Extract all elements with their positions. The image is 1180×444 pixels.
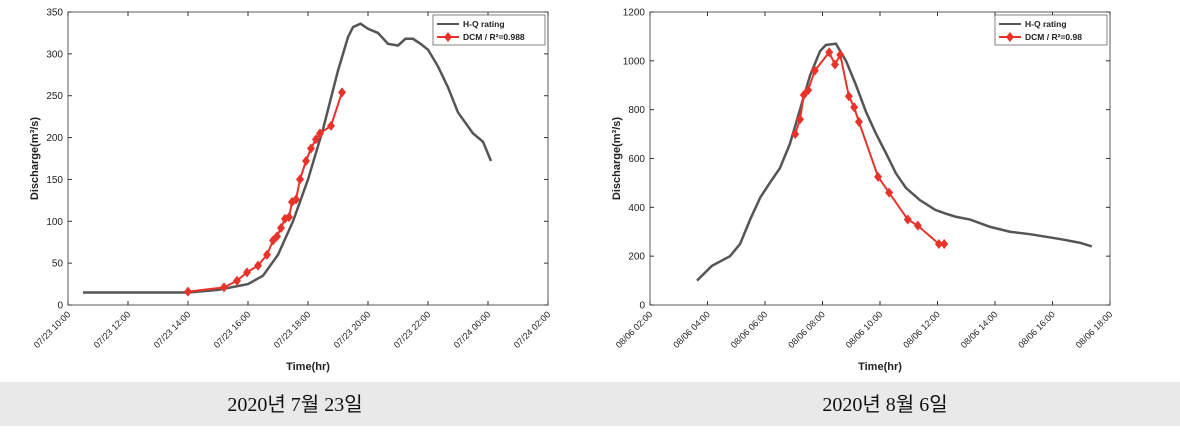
marker [338,87,346,98]
marker [810,65,819,76]
marker [913,220,922,231]
marker [296,174,304,185]
legend-marker [1006,32,1014,42]
marker [307,143,315,154]
x-axis-label: Time(hr) [858,361,902,373]
marker [254,260,262,271]
y-tick-label: 100 [46,217,63,228]
marker [220,282,228,293]
y-tick-label: 1200 [623,8,646,19]
y-tick-label: 200 [628,252,645,263]
y-tick-label: 1000 [623,56,646,67]
marker [302,156,310,167]
marker [836,49,845,60]
marker [804,85,813,96]
marker [934,238,943,249]
marker [844,91,853,102]
marker [285,212,293,223]
marker [277,222,285,233]
marker [292,194,300,205]
caption-band [0,382,1180,426]
y-tick-label: 200 [46,133,63,144]
caption: 2020년 7월 23일 [227,393,362,416]
y-tick-label: 0 [639,301,645,312]
marker [273,231,281,242]
y-tick-label: 400 [628,203,645,214]
x-axis-label: Time(hr) [286,361,330,373]
y-tick-label: 350 [46,8,63,19]
legend [994,14,1108,46]
marker [263,249,271,260]
y-tick-label: 50 [52,259,64,270]
y-tick-label: 300 [46,49,63,60]
y-tick-label: 600 [628,154,645,165]
y-tick-label: 150 [46,175,63,186]
marker [327,120,335,131]
marker [903,214,912,225]
marker [825,47,834,58]
y-axis-label: Discharge(m³/s) [611,117,623,200]
plot-area [649,11,1111,306]
marker [184,286,192,297]
legend-label: H-Q rating [463,19,505,29]
marker [233,275,241,286]
marker [885,187,894,198]
caption: 2020년 8월 6일 [822,393,947,416]
series-line [83,22,493,294]
marker [874,171,883,182]
marker [316,128,324,139]
y-tick-label: 250 [46,91,63,102]
marker [791,129,800,140]
marker [830,59,839,70]
y-axis-label: Discharge(m³/s) [29,117,41,200]
y-tick-label: 0 [57,301,63,312]
marker [940,238,949,249]
y-tick-label: 800 [628,105,645,116]
legend [432,14,546,46]
legend-label: H-Q rating [1025,19,1067,29]
marker [312,134,320,145]
marker [795,114,804,125]
series-line [696,42,1093,282]
legend-label: DCM / R²=0.98 [1025,32,1082,42]
marker [854,116,863,127]
marker [850,102,859,113]
marker [799,90,808,101]
marker [243,267,251,278]
legend-label: DCM / R²=0.988 [463,32,525,42]
legend-marker [444,32,452,42]
